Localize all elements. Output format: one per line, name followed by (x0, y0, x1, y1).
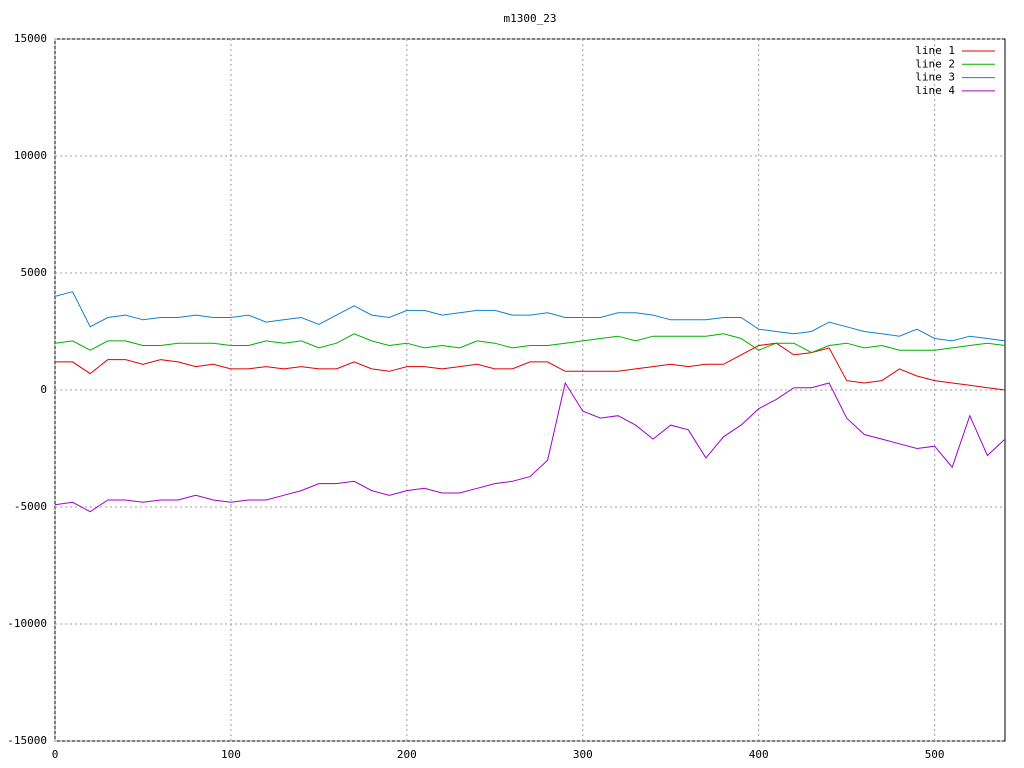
y-tick-label: -10000 (7, 617, 47, 630)
x-tick-label: 300 (573, 748, 593, 761)
y-tick-label: -5000 (14, 500, 47, 513)
y-tick-label: 0 (40, 383, 47, 396)
legend-label: line 4 (915, 84, 955, 97)
x-tick-label: 0 (52, 748, 59, 761)
data-line (55, 342, 1006, 391)
y-tick-label: 5000 (21, 266, 48, 279)
data-line (54, 381, 1006, 513)
x-tick-label: 500 (925, 748, 945, 761)
x-tick-label: 400 (749, 748, 769, 761)
legend-label: line 2 (915, 57, 955, 70)
y-tick-label: 10000 (14, 149, 47, 162)
x-tick-label: 100 (221, 748, 241, 761)
y-tick-label: -15000 (7, 734, 47, 747)
legend-label: line 3 (915, 71, 955, 84)
x-tick-label: 200 (397, 748, 417, 761)
data-line (54, 291, 1006, 342)
y-tick-label: 15000 (14, 32, 47, 45)
chart-title: m1300_23 (504, 12, 557, 25)
data-line (54, 333, 1006, 354)
legend-label: line 1 (915, 44, 955, 57)
